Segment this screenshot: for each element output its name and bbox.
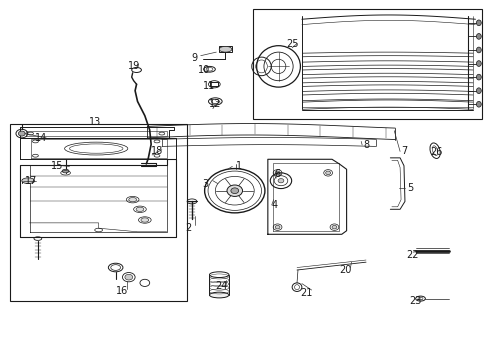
Text: 20: 20 — [339, 265, 351, 275]
Text: 18: 18 — [150, 147, 163, 157]
Text: 22: 22 — [405, 250, 418, 260]
Text: 15: 15 — [51, 161, 63, 171]
Ellipse shape — [275, 225, 280, 229]
Ellipse shape — [209, 292, 228, 298]
Text: 10: 10 — [197, 65, 209, 75]
Text: 8: 8 — [362, 140, 368, 150]
Ellipse shape — [124, 274, 132, 280]
Text: 26: 26 — [429, 147, 442, 157]
Text: 7: 7 — [400, 146, 407, 156]
Text: 25: 25 — [285, 39, 298, 49]
Ellipse shape — [325, 171, 330, 175]
Bar — [10, 123, 187, 301]
Bar — [219, 46, 231, 52]
Ellipse shape — [128, 198, 136, 202]
Ellipse shape — [275, 171, 280, 175]
Ellipse shape — [331, 225, 336, 229]
Text: 9: 9 — [191, 53, 198, 63]
Text: 2: 2 — [184, 223, 191, 233]
Ellipse shape — [475, 88, 480, 94]
Ellipse shape — [278, 179, 284, 183]
Text: 4: 4 — [271, 200, 277, 210]
Ellipse shape — [62, 169, 69, 173]
Ellipse shape — [226, 185, 242, 197]
Text: 12: 12 — [209, 99, 221, 109]
Text: 21: 21 — [300, 288, 312, 297]
Ellipse shape — [219, 46, 231, 52]
Ellipse shape — [141, 218, 148, 222]
Bar — [253, 9, 481, 118]
Text: 16: 16 — [116, 287, 128, 296]
Text: 1: 1 — [235, 161, 241, 171]
Text: 11: 11 — [203, 81, 215, 91]
Text: 14: 14 — [35, 133, 47, 143]
Text: 19: 19 — [127, 62, 140, 71]
Ellipse shape — [475, 61, 480, 66]
Text: 24: 24 — [215, 282, 227, 292]
Text: 23: 23 — [408, 296, 421, 306]
Text: 17: 17 — [25, 176, 38, 186]
Text: 13: 13 — [89, 117, 101, 127]
Ellipse shape — [136, 207, 143, 211]
Text: 6: 6 — [273, 168, 280, 179]
Ellipse shape — [19, 131, 25, 136]
Ellipse shape — [230, 188, 238, 194]
Ellipse shape — [475, 33, 480, 39]
Text: 3: 3 — [202, 179, 208, 189]
Ellipse shape — [22, 178, 34, 184]
Text: 5: 5 — [406, 183, 412, 193]
Ellipse shape — [475, 102, 480, 107]
Ellipse shape — [475, 74, 480, 80]
Ellipse shape — [475, 47, 480, 53]
Ellipse shape — [475, 20, 480, 26]
